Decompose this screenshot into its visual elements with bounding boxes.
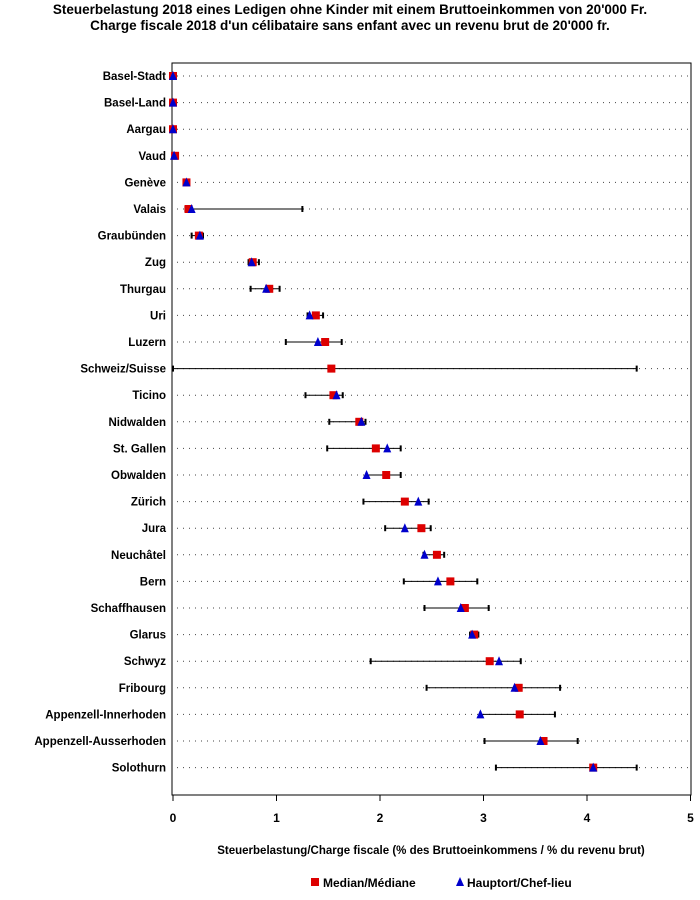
capital-marker-valais [187,204,196,213]
category-label-st-gallen: St. Gallen [113,443,166,455]
capital-marker-thurgau [262,283,271,293]
category-label-uri: Uri [150,310,166,322]
markers [169,71,598,772]
category-label-solothurn: Solothurn [112,763,166,775]
x-axis-ticks: 0 1 2 3 4 5 [170,795,694,825]
capital-marker-gen-ve [182,177,191,187]
median-marker-schwyz [485,657,494,666]
median-marker-valais [184,205,193,213]
median-marker-appenzell-innerhoden [515,710,524,719]
capital-marker-aargau [169,124,177,134]
capital-marker-glarus [468,629,477,639]
median-marker-ticino [329,391,338,400]
x-tick-label-4: 4 [584,811,591,825]
capital-marker-vaud [170,150,179,160]
chart-title: Steuerbelastung 2018 eines Ledigen ohne … [52,2,648,17]
x-tick-label-1: 1 [273,811,280,825]
capital-marker-uri [305,310,314,320]
legend-median-marker [311,878,319,886]
capital-marker-luzern [313,337,322,346]
category-label-schaffhausen: Schaffhausen [91,603,166,615]
category-label-obwalden: Obwalden [111,470,166,482]
category-label-aargau: Aargau [126,124,166,136]
capital-marker-solothurn [589,762,598,772]
category-label-luzern: Luzern [128,337,166,349]
capital-marker-basel-stadt [169,71,177,80]
category-label-glarus: Glarus [130,630,166,642]
capital-marker-schwyz [495,656,504,666]
median-marker-fribourg [514,683,523,692]
capital-marker-st-gallen [383,443,392,453]
median-marker-bern [446,577,455,586]
category-label-thurgau: Thurgau [120,284,166,296]
category-label-graub-nden: Graubünden [98,231,166,243]
median-marker-z-rich [400,497,409,506]
category-label-basel-land: Basel-Land [104,98,166,110]
category-label-neuch-tel: Neuchâtel [111,550,166,562]
category-label-ticino: Ticino [132,390,166,402]
x-tick-label-2: 2 [377,811,384,825]
category-label-fribourg: Fribourg [119,683,166,695]
capital-marker-appenzell-innerhoden [476,709,485,719]
x-axis-label: Steuerbelastung/Charge fiscale (% des Br… [217,845,645,857]
category-labels: Basel-Stadt Basel-Land Aargau Vaud Genève Val… [34,71,166,775]
capital-marker-obwalden [362,470,371,479]
median-marker-schweiz-suisse [327,364,336,373]
legend-median-label: Median/Médiane [323,876,416,890]
median-marker-jura [417,524,426,533]
median-marker-st-gallen [371,444,380,453]
capital-marker-graub-nden [195,230,204,240]
legend-capital-label: Hauptort/Chef-lieu [467,876,572,890]
plot-frame [171,62,692,796]
capital-marker-appenzell-ausserhoden [536,736,545,745]
capital-marker-jura [400,523,409,533]
category-label-vaud: Vaud [139,151,166,163]
x-tick-label-3: 3 [480,811,487,825]
category-label-appenzell-ausserhoden: Appenzell-Ausserhoden [34,736,166,748]
category-label-zug: Zug [145,257,166,269]
median-marker-thurgau [265,284,274,293]
median-marker-neuch-tel [432,550,441,559]
category-label-basel-stadt: Basel-Stadt [103,71,166,83]
capital-marker-fribourg [510,682,519,692]
capital-marker-ticino [332,390,341,400]
category-label-z-rich: Zürich [131,497,166,509]
x-tick-label-0: 0 [170,811,177,825]
category-label-bern: Bern [140,576,166,588]
capital-marker-zug [247,257,256,267]
median-marker-luzern [321,338,330,346]
median-marker-schaffhausen [460,604,469,612]
category-label-nidwalden: Nidwalden [108,417,166,429]
x-tick-label-5: 5 [687,811,694,825]
capital-marker-nidwalden [357,416,366,426]
median-marker-obwalden [382,471,391,479]
legend-capital-marker [456,877,464,886]
capital-marker-neuch-tel [420,549,429,559]
category-label-gen-ve: Genève [124,177,166,189]
capital-marker-basel-land [169,97,177,107]
category-label-appenzell-innerhoden: Appenzell-Innerhoden [45,709,166,721]
capital-marker-z-rich [414,496,423,506]
median-marker-uri [311,311,320,320]
chart-subtitle: Charge fiscale 2018 d'un célibataire san… [90,18,610,33]
median-marker-appenzell-ausserhoden [539,737,548,745]
category-label-jura: Jura [142,523,167,535]
category-label-valais: Valais [133,204,166,216]
capital-marker-bern [433,576,442,586]
category-label-schwyz: Schwyz [124,656,166,668]
legend: Median/Médiane Hauptort/Chef-lieu [311,876,572,890]
gridlines [177,75,690,769]
category-label-schweiz-suisse: Schweiz/Suisse [80,364,166,376]
capital-marker-schaffhausen [456,603,465,612]
